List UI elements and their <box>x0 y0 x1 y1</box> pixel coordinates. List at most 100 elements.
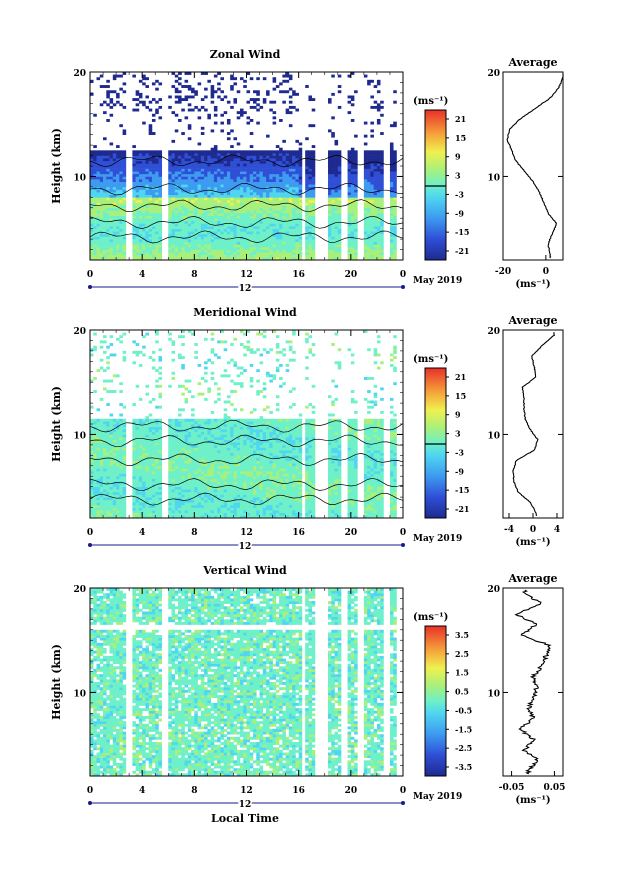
heatmap-cell <box>269 257 273 261</box>
heatmap-cell <box>138 210 143 214</box>
heatmap-cell <box>272 121 277 125</box>
heatmap-cell <box>122 241 127 245</box>
heatmap-cell <box>217 236 221 240</box>
heatmap-cell <box>236 205 241 209</box>
heatmap-cell <box>174 450 179 454</box>
heatmap-cell <box>373 233 378 237</box>
heatmap-cell <box>116 176 120 180</box>
heatmap-cell <box>99 457 104 461</box>
heatmap-cell <box>99 192 104 196</box>
heatmap-cell <box>90 155 94 159</box>
heatmap-cell <box>151 189 156 193</box>
contour-line <box>89 182 404 196</box>
heatmap-cell <box>363 184 368 188</box>
heatmap-cell <box>292 205 296 209</box>
heatmap-cell <box>393 257 397 261</box>
heatmap-cell <box>285 194 290 198</box>
heatmap-cell <box>279 252 283 256</box>
heatmap-cell <box>112 447 117 451</box>
heatmap-cell <box>262 163 267 167</box>
heatmap-cell <box>158 98 163 102</box>
heatmap-cell <box>236 160 241 164</box>
heatmap-cell <box>119 160 123 164</box>
heatmap-cell <box>272 192 277 196</box>
heatmap-cell <box>109 504 114 508</box>
heatmap-cell <box>90 465 94 469</box>
heatmap-cell <box>249 173 254 177</box>
heatmap-cell <box>96 166 101 169</box>
heatmap-cell <box>181 132 185 135</box>
heatmap-cell <box>207 252 211 256</box>
heatmap-cell <box>249 246 254 250</box>
heatmap-cell <box>187 189 192 193</box>
heatmap-cell <box>331 132 335 135</box>
heatmap-cell <box>376 105 381 109</box>
heatmap-cell <box>171 452 176 456</box>
heatmap-cell <box>305 199 309 203</box>
heatmap-cell <box>256 184 260 188</box>
heatmap-cell <box>103 218 107 222</box>
heatmap-cell <box>191 186 195 190</box>
heatmap-cell <box>262 239 267 243</box>
heatmap-cell <box>191 194 195 198</box>
heatmap-cell <box>132 429 136 433</box>
heatmap-cell <box>194 246 198 250</box>
heatmap-cell <box>93 332 97 336</box>
heatmap-cell <box>174 213 179 216</box>
heatmap-cell <box>106 163 110 167</box>
heatmap-cell <box>155 257 159 261</box>
heatmap-cell <box>217 207 221 211</box>
heatmap-cell <box>243 152 247 156</box>
heatmap-cell <box>350 254 355 258</box>
heatmap-cell <box>233 189 238 193</box>
heatmap-cell <box>380 233 384 237</box>
heatmap-cell <box>279 171 283 175</box>
heatmap-cell <box>350 207 355 211</box>
heatmap-cell <box>171 184 176 188</box>
heatmap-cell <box>151 228 156 232</box>
heatmap-cell <box>262 226 267 229</box>
heatmap-cell <box>236 241 241 245</box>
heatmap-cell <box>191 108 195 112</box>
heatmap-cell <box>93 194 97 198</box>
y-tick-label: 10 <box>73 173 86 183</box>
heatmap-cell <box>210 249 215 253</box>
heatmap-cell <box>226 223 231 227</box>
heatmap-cell <box>96 223 101 227</box>
heatmap-cell <box>96 494 101 498</box>
heatmap-cell <box>106 152 110 156</box>
heatmap-cell <box>363 202 368 206</box>
heatmap-cell <box>106 233 110 237</box>
heatmap-cell <box>145 484 149 487</box>
heatmap-cell <box>148 424 153 427</box>
heatmap-cell <box>200 252 205 256</box>
heatmap-cell <box>181 246 185 250</box>
heatmap-cell <box>200 197 205 201</box>
heatmap-cell <box>181 254 185 258</box>
heatmap-cell <box>279 213 283 216</box>
heatmap-cell <box>220 90 224 94</box>
heatmap-cell <box>109 218 114 222</box>
heatmap-cell <box>132 171 136 175</box>
heatmap-cell <box>262 205 267 209</box>
heatmap-cell <box>184 421 189 425</box>
heatmap-cell <box>210 87 215 91</box>
heatmap-cell <box>90 239 94 243</box>
heatmap-cell <box>90 379 94 383</box>
heatmap-cell <box>393 189 397 193</box>
heatmap-cell <box>158 116 163 120</box>
heatmap-cell <box>380 213 384 216</box>
heatmap-cell <box>142 215 146 219</box>
heatmap-cell <box>275 207 280 211</box>
heatmap-cell <box>106 481 110 485</box>
heatmap-cell <box>226 205 231 209</box>
heatmap-cell <box>282 189 286 193</box>
heatmap-cell <box>249 158 254 162</box>
heatmap-cell <box>151 158 156 162</box>
heatmap-cell <box>373 179 378 182</box>
heatmap-cell <box>213 236 218 240</box>
heatmap-cell <box>259 155 264 159</box>
heatmap-cell <box>389 207 394 211</box>
heatmap-cell <box>178 173 182 177</box>
heatmap-cell <box>93 246 97 250</box>
